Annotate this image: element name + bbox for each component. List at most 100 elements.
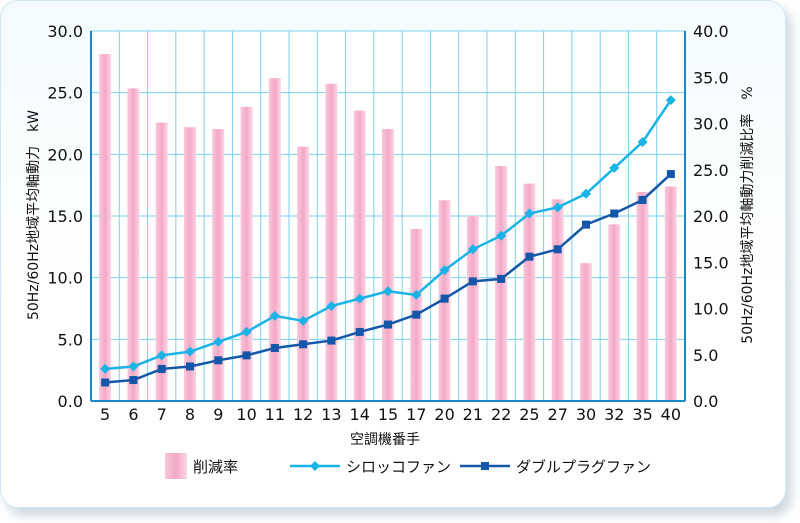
legend-label: ダブルプラグファン <box>516 458 651 476</box>
x-tick-label: 13 <box>321 405 341 424</box>
y-tick-label: 20.0 <box>47 145 83 164</box>
bar <box>580 263 592 401</box>
square-point <box>497 274 506 283</box>
diamond-point <box>269 310 280 321</box>
y2-tick-label: 15.0 <box>693 253 729 272</box>
x-tick-label: 20 <box>434 405 454 424</box>
x-tick-label: 5 <box>100 405 110 424</box>
bar <box>353 110 366 402</box>
x-tick-label: 22 <box>491 405 511 424</box>
square-point <box>525 252 534 261</box>
diamond-point <box>411 289 422 300</box>
square-point <box>186 362 194 371</box>
y-tick-label: 10.0 <box>47 269 83 288</box>
x-tick-label: 14 <box>350 405 370 424</box>
diamond-point <box>128 361 139 372</box>
square-point <box>553 245 562 254</box>
bar <box>466 216 479 401</box>
y2-tick-label: 0.0 <box>693 392 718 411</box>
y-tick-label: 30.0 <box>47 22 83 41</box>
x-tick-label: 10 <box>236 405 256 424</box>
y2-tick-label: 35.0 <box>693 68 729 87</box>
x-tick-label: 7 <box>157 405 167 424</box>
bar <box>495 166 508 401</box>
diamond-point <box>354 293 365 304</box>
diamond-point <box>298 315 309 326</box>
x-tick-label: 11 <box>265 405 285 424</box>
square-point <box>638 195 647 204</box>
y2-tick-label: 30.0 <box>693 115 729 134</box>
y-tick-label: 15.0 <box>47 207 83 226</box>
x-tick-label: 40 <box>661 405 681 424</box>
y2-tick-label: 40.0 <box>693 22 729 41</box>
x-tick-label: 9 <box>213 405 223 424</box>
square-point <box>101 378 110 387</box>
line-series <box>100 95 676 387</box>
tick-labels: 0.0 5.0 10.0 15.0 20.0 25.0 30.0 0.0 5.0 10.0 15.0… <box>47 22 728 424</box>
y-tick-label: 5.0 <box>58 330 83 349</box>
diamond-point <box>213 336 224 347</box>
x-tick-label: 15 <box>378 405 398 424</box>
diamond-point <box>156 350 167 361</box>
square-point <box>214 356 223 365</box>
x-tick-label: 6 <box>128 405 138 424</box>
diamond-point <box>100 363 111 374</box>
y2-axis-label: 50Hz/60Hz地域平均軸動力削減比率 % <box>739 86 756 343</box>
bar-series <box>99 54 677 402</box>
x-tick-label: 35 <box>632 405 652 424</box>
diamond-point <box>383 286 393 297</box>
x-tick-label: 30 <box>576 405 596 424</box>
bar <box>636 191 649 401</box>
x-tick-label: 25 <box>519 405 539 424</box>
diamond-point <box>552 202 563 213</box>
bar <box>382 129 394 402</box>
bar <box>325 83 338 401</box>
x-tick-label: 17 <box>406 405 426 424</box>
square-point <box>129 376 138 385</box>
bar <box>155 122 168 401</box>
bar <box>240 106 253 401</box>
square-point <box>384 320 392 329</box>
diamond-point <box>609 162 620 173</box>
x-tick-label: 32 <box>604 405 624 424</box>
square-point <box>270 343 279 352</box>
y2-tick-label: 20.0 <box>693 207 729 226</box>
diamond-point <box>241 326 252 337</box>
diamond-point <box>496 230 507 241</box>
bar <box>212 129 225 402</box>
y-tick-label: 25.0 <box>47 84 83 103</box>
square-point <box>582 220 590 229</box>
bar <box>297 146 310 401</box>
bar <box>523 183 536 401</box>
y2-tick-label: 5.0 <box>693 346 718 365</box>
legend-label: 削減率 <box>193 458 238 476</box>
x-axis-label: 空調機番手 <box>350 432 420 448</box>
square-point <box>299 340 308 349</box>
x-tick-label: 21 <box>463 405 483 424</box>
diamond-point <box>467 244 478 255</box>
diamond-point <box>439 265 450 276</box>
diamond-point <box>185 346 195 357</box>
square-point <box>355 327 364 336</box>
square-point <box>327 336 336 345</box>
bar <box>268 78 281 402</box>
y2-tick-label: 10.0 <box>693 300 729 319</box>
legend-marker-square <box>481 462 489 470</box>
legend-label: シロッコファン <box>346 458 451 476</box>
square-point <box>440 294 449 303</box>
diamond-point <box>524 208 535 219</box>
square-point <box>157 364 166 373</box>
bar <box>608 224 621 401</box>
diamond-point <box>665 95 676 106</box>
square-point <box>468 277 477 286</box>
x-tick-label: 27 <box>548 405 568 424</box>
square-point <box>242 351 251 360</box>
legend: 削減率 シロッコファン ダブルプラグファン <box>165 453 651 479</box>
axes <box>90 31 686 402</box>
diamond-point <box>326 301 337 312</box>
y-tick-label: 0.0 <box>58 392 83 411</box>
bar <box>99 54 112 401</box>
square-point <box>666 170 675 179</box>
diamond-point <box>637 137 648 147</box>
